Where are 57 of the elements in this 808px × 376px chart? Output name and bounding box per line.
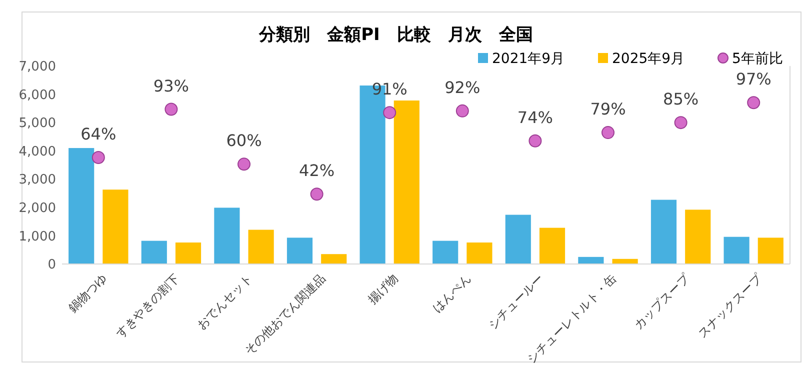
y-tick-label: 1,000 (18, 229, 56, 244)
bar (650, 200, 677, 264)
y-tick-label: 0 (48, 258, 56, 273)
bar (539, 228, 566, 264)
x-tick-label: おでんセット (194, 271, 256, 332)
point (238, 158, 250, 171)
data-label: 74% (517, 108, 553, 127)
data-label: 42% (299, 161, 335, 180)
y-tick-label: 5,000 (18, 116, 56, 132)
y-tick-label: 3,000 (18, 172, 56, 188)
x-tick-label: カップスープ (631, 270, 693, 332)
chart-title: 分類別 金額PI 比較 月次 全国 (258, 25, 533, 45)
bar (321, 254, 347, 264)
point (456, 104, 469, 118)
bar (578, 256, 604, 264)
bar (175, 242, 202, 264)
bar (505, 214, 531, 264)
bar (685, 210, 711, 264)
x-tick-label: 鍋物つゆ (66, 271, 110, 316)
point (164, 102, 178, 116)
data-label: 60% (226, 131, 262, 150)
legend-label: 5年前比 (732, 50, 783, 67)
bar (141, 240, 167, 264)
y-tick-label: 4,000 (18, 144, 56, 160)
bar (724, 236, 750, 264)
x-tick-label: スナックスープ (695, 270, 766, 340)
bar (102, 190, 128, 264)
bar (286, 238, 313, 264)
x-tick-label: シチュールー (485, 271, 546, 332)
x-tick-label: すきやきの割下 (112, 271, 182, 340)
legend-label: 2025年9月 (612, 50, 685, 67)
point (383, 106, 396, 120)
y-tick-label: 6,000 (18, 88, 56, 103)
bar (68, 148, 94, 264)
data-label: 97% (736, 70, 772, 89)
data-label: 93% (153, 76, 189, 96)
bar (758, 238, 784, 264)
point (92, 151, 105, 164)
bar (248, 230, 274, 264)
bar (466, 242, 492, 264)
bar (394, 100, 420, 264)
point (674, 116, 688, 130)
bar (432, 240, 458, 264)
data-label: 92% (444, 78, 480, 97)
point (528, 134, 542, 148)
legend-label: 2021年9月 (492, 50, 565, 67)
x-tick-label: はんぺん (430, 271, 474, 316)
y-tick-label: 2,000 (18, 200, 56, 216)
x-tick-label: 揚げ物 (365, 271, 401, 307)
data-label: 85% (663, 90, 699, 109)
data-label: 64% (80, 124, 116, 144)
data-label: 79% (590, 100, 626, 119)
y-tick-label: 7,000 (18, 60, 56, 75)
point (602, 126, 614, 140)
bar (214, 208, 240, 264)
point (747, 96, 760, 110)
point (310, 188, 324, 201)
